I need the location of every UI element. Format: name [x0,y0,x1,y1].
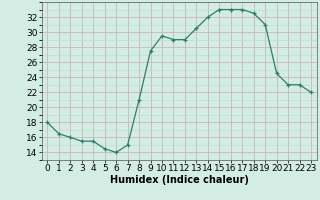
X-axis label: Humidex (Indice chaleur): Humidex (Indice chaleur) [110,175,249,185]
